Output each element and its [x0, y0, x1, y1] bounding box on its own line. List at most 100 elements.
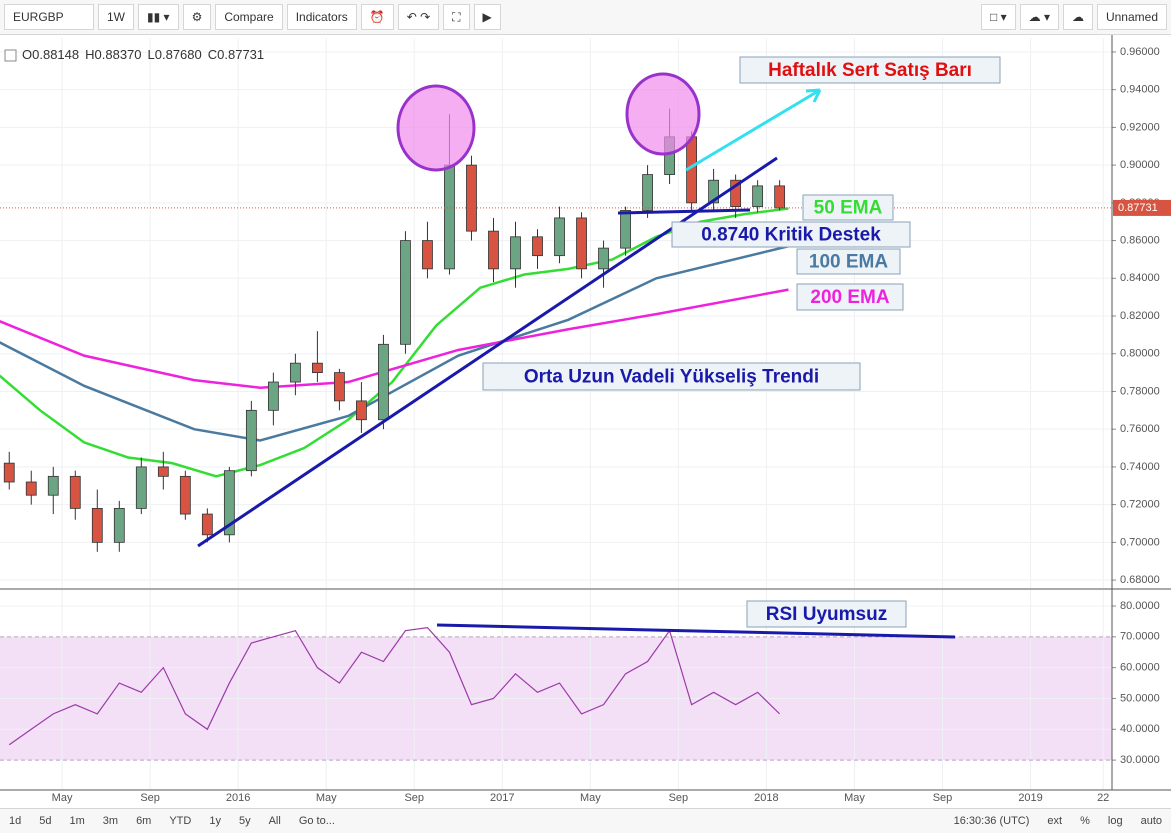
x-tick-label: May: [52, 792, 73, 804]
x-tick-label: Sep: [140, 792, 160, 804]
chart: May Sep 2016 May Sep 2017 May Sep 2018 May Sep 2019…: [0, 35, 1171, 804]
candle-body: [201, 513, 213, 536]
candle-body: [356, 400, 367, 421]
x-tick-label: May: [844, 792, 865, 804]
annotation-box: [796, 283, 904, 311]
cloud[interactable]: ☁ ▾: [1019, 4, 1059, 30]
candle-body: [267, 381, 279, 411]
drawings: Haftalık Sert Satış Barı 50 EMA 0.8740 Kri…: [197, 56, 1001, 639]
fullscreen[interactable]: ⛶: [443, 4, 470, 30]
candle-body: [488, 230, 499, 270]
candle-body: [400, 240, 411, 345]
y-tick-label: 40.0000: [1120, 723, 1160, 735]
candle-body: [554, 217, 565, 257]
scale-option[interactable]: log: [1107, 815, 1123, 827]
ohlc-value: 0.87680: [155, 47, 202, 62]
annotation-box: [671, 221, 911, 248]
annotation-box: [796, 248, 901, 275]
color[interactable]: □ ▾: [981, 4, 1016, 30]
symbol[interactable]: EURGBP: [4, 4, 94, 30]
candle-body: [47, 475, 59, 496]
ohlc-value: 0.87731: [217, 47, 264, 62]
candle-body: [135, 466, 147, 509]
candle-body: [157, 466, 169, 477]
alert[interactable]: ⏰: [360, 4, 394, 30]
x-tick-label: 2019: [1018, 792, 1042, 804]
annotation-box: [802, 194, 894, 221]
candle-body: [532, 236, 543, 257]
compare[interactable]: Compare: [215, 4, 283, 30]
annotation: 100 EMA: [809, 252, 888, 273]
last-price-label: 0.87731: [1118, 202, 1158, 214]
undo[interactable]: ↶ ↷: [397, 4, 440, 30]
candle-body: [3, 462, 15, 483]
y-tick-label: 0.72000: [1120, 499, 1160, 511]
layout-name[interactable]: Unnamed: [1096, 4, 1167, 30]
divergence-line: [436, 623, 956, 639]
x-tick-label: 2017: [490, 792, 514, 804]
legend-toggle: [4, 49, 17, 62]
arrow-line: [685, 88, 821, 172]
scale-option[interactable]: ext: [1047, 815, 1063, 827]
range-button[interactable]: 1y: [209, 815, 221, 827]
candle-body: [223, 470, 235, 536]
annotation: 200 EMA: [810, 287, 889, 308]
range-button[interactable]: 5d: [39, 815, 52, 827]
candle-body: [620, 209, 631, 249]
x-tick-label: May: [316, 792, 337, 804]
ohlc-prefix: L: [148, 47, 155, 62]
y-tick-label: 0.82000: [1120, 310, 1160, 322]
y-tick-label: 50.0000: [1120, 692, 1160, 704]
y-tick-label: 0.70000: [1120, 536, 1160, 548]
range-button[interactable]: 1d: [9, 815, 22, 827]
ema-line: [0, 288, 789, 389]
last-price-box: [1113, 199, 1171, 216]
candle-body: [576, 217, 587, 270]
range-button[interactable]: 5y: [238, 815, 251, 827]
candle-body: [289, 362, 301, 383]
range-button[interactable]: 1m: [69, 815, 85, 827]
x-tick-label: May: [580, 792, 601, 804]
clock: 16:30:36 (UTC): [953, 815, 1030, 827]
range-button[interactable]: 3m: [102, 815, 119, 827]
ohlc-legend: O0.88148 H0.88370 L0.87680 C0.87731: [22, 47, 264, 62]
cloud-save[interactable]: ☁: [1062, 4, 1093, 30]
highlight-ellipse: [396, 84, 476, 172]
y-tick-label: 0.90000: [1120, 159, 1160, 171]
replay[interactable]: ▶: [473, 4, 501, 30]
y-tick-label: 60.0000: [1120, 662, 1160, 674]
range-button[interactable]: All: [268, 815, 281, 827]
annotation: 0.8740 Kritik Destek: [701, 225, 881, 246]
range-button[interactable]: 6m: [136, 815, 152, 827]
annotation-box: [746, 600, 907, 628]
x-tick-label: 2018: [754, 792, 778, 804]
y-tick-label: 0.92000: [1120, 121, 1160, 133]
candle-body: [752, 185, 764, 208]
x-tick-label: Sep: [933, 792, 953, 804]
candle-body: [730, 179, 742, 208]
scale-option[interactable]: auto: [1140, 815, 1162, 827]
rsi-line: [8, 626, 781, 746]
goto-button[interactable]: Go to...: [298, 815, 335, 827]
ohlc-prefix: O: [22, 47, 32, 62]
candle-body: [25, 481, 37, 496]
bottom-bar: 1d 5d 1m 3m 6m YTD 1y 5y All Go to... 16:30:36 (UT…: [0, 808, 1171, 833]
annotation: 50 EMA: [814, 198, 883, 219]
y-tick-label: 0.84000: [1120, 272, 1160, 284]
interval[interactable]: 1W: [98, 4, 134, 30]
y-tick-label: 0.80000: [1120, 348, 1160, 360]
settings[interactable]: ⚙: [182, 4, 212, 30]
x-tick-label: Sep: [404, 792, 424, 804]
highlight-ellipse: [625, 72, 701, 156]
annotation: RSI Uyumsuz: [766, 604, 887, 625]
candle-body: [466, 164, 477, 232]
range-button[interactable]: YTD: [169, 815, 192, 827]
trend-line: [197, 156, 778, 548]
x-tick-label: 22: [1097, 792, 1109, 804]
candle-body: [91, 508, 103, 543]
indicators[interactable]: Indicators: [286, 4, 357, 30]
scale-option[interactable]: %: [1080, 815, 1090, 827]
chart-style[interactable]: ▮▮ ▾: [138, 4, 179, 30]
annotation-box: [482, 362, 861, 391]
